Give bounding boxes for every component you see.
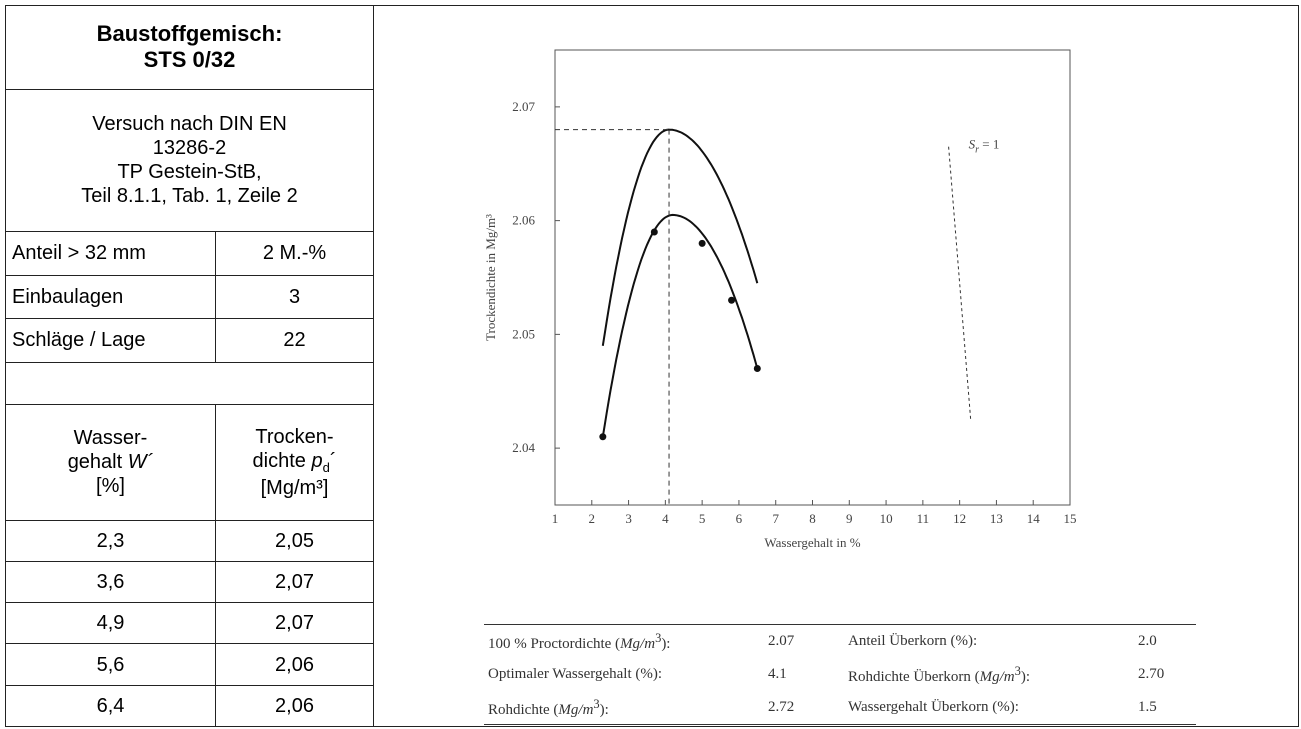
measured-curve bbox=[601, 213, 759, 437]
left-data-table: Baustoffgemisch: STS 0/32 Versuch nach D… bbox=[4, 5, 375, 728]
header-density-unit: [Mg/m³] bbox=[260, 476, 329, 499]
stat-label: Rohdichte (Mg/m3): bbox=[484, 691, 764, 725]
y-tick-label: 2.07 bbox=[512, 99, 535, 114]
proctor-summary-table: 100 % Proctordichte (Mg/m3): 2.07 Anteil… bbox=[484, 624, 1196, 725]
test-method-line4: Teil 8.1.1, Tab. 1, Zeile 2 bbox=[81, 185, 298, 208]
data-point bbox=[753, 365, 761, 372]
y-axis-label: Trockendichte in Mg/m³ bbox=[483, 214, 498, 341]
test-method: Versuch nach DIN EN 13286-2 TP Gestein-S… bbox=[4, 88, 375, 233]
x-tick-label: 8 bbox=[809, 511, 816, 526]
x-tick-label: 6 bbox=[736, 511, 743, 526]
x-tick-label: 4 bbox=[662, 511, 669, 526]
x-tick-label: 11 bbox=[917, 511, 930, 526]
header-water-line1: Wasser- bbox=[73, 427, 148, 450]
x-tick-label: 3 bbox=[625, 511, 632, 526]
data-point bbox=[728, 296, 736, 304]
cell-density: 2,07 bbox=[214, 560, 375, 604]
stat-value: 2.70 bbox=[1138, 666, 1165, 682]
x-axis-label: Wassergehalt in % bbox=[764, 535, 860, 550]
x-tick-label: 10 bbox=[880, 511, 893, 526]
stat-label: 100 % Proctordichte (Mg/m3): bbox=[484, 624, 764, 658]
cell-water: 3,6 bbox=[5, 560, 216, 604]
cell-water: 4,9 bbox=[5, 602, 216, 645]
x-tick-label: 2 bbox=[589, 511, 596, 526]
test-method-line1: Versuch nach DIN EN bbox=[92, 113, 287, 136]
stat-label: Anteil Überkorn (%): bbox=[844, 624, 1134, 658]
stat-label: Wassergehalt Überkorn (%): bbox=[844, 691, 1134, 725]
param-value: 22 bbox=[214, 318, 375, 363]
stat-value: 1.5 bbox=[1134, 691, 1196, 725]
x-tick-label: 14 bbox=[1027, 511, 1041, 526]
x-tick-label: 1 bbox=[552, 511, 559, 526]
header-density-subscript: d bbox=[322, 460, 330, 476]
header-water-symbol: W´ bbox=[127, 451, 154, 474]
material-title-line2: STS 0/32 bbox=[143, 47, 236, 73]
cell-water: 6,4 bbox=[5, 684, 216, 728]
x-tick-label: 9 bbox=[846, 511, 853, 526]
header-density-line2: dichte bbox=[252, 450, 312, 473]
test-method-line3: TP Gestein-StB, bbox=[117, 161, 262, 184]
y-tick-label: 2.05 bbox=[512, 326, 535, 341]
cell-water: 2,3 bbox=[5, 519, 216, 563]
header-density-prime: ´ bbox=[329, 450, 337, 473]
header-water-unit: [%] bbox=[96, 475, 125, 498]
saturation-label: Sr = 1 bbox=[969, 137, 1000, 156]
x-tick-label: 7 bbox=[772, 511, 779, 526]
x-tick-label: 13 bbox=[990, 511, 1003, 526]
data-point bbox=[698, 239, 706, 247]
test-method-line2: 13286-2 bbox=[152, 137, 227, 160]
table-spacer bbox=[4, 362, 375, 405]
cell-density: 2,06 bbox=[214, 684, 375, 728]
param-label: Einbaulagen bbox=[5, 274, 216, 320]
material-title-line1: Baustoffgemisch: bbox=[96, 20, 283, 46]
stat-value: 2.0 bbox=[1134, 624, 1196, 658]
x-tick-label: 15 bbox=[1064, 511, 1077, 526]
x-tick-label: 12 bbox=[953, 511, 966, 526]
plot-frame bbox=[554, 49, 1071, 506]
y-tick-label: 2.06 bbox=[512, 213, 535, 228]
saturation-label-subscript: r bbox=[975, 145, 979, 156]
cell-density: 2,06 bbox=[214, 643, 375, 686]
cell-water: 5,6 bbox=[5, 643, 216, 686]
cell-density: 2,07 bbox=[214, 602, 375, 645]
data-point bbox=[650, 228, 658, 236]
header-water-line2: gehalt bbox=[67, 451, 128, 474]
param-value: 3 bbox=[214, 274, 375, 320]
stat-value: 2.07 bbox=[764, 624, 844, 658]
data-point bbox=[599, 433, 607, 441]
stat-value: 2.72 bbox=[764, 691, 844, 725]
saturation-label-value: = 1 bbox=[979, 137, 999, 152]
param-value: 2 M.-% bbox=[214, 231, 375, 276]
x-tick-label: 5 bbox=[699, 511, 706, 526]
header-density-symbol: p bbox=[311, 450, 323, 473]
cell-density: 2,05 bbox=[214, 519, 375, 563]
stat-label: Rohdichte Überkorn (Mg/m3): bbox=[848, 663, 1031, 685]
stat-value: 4.1 bbox=[768, 666, 787, 682]
param-label: Schläge / Lage bbox=[5, 318, 216, 363]
header-dry-density: Trocken- dichte pd´ [Mg/m³] bbox=[214, 403, 375, 521]
y-tick-label: 2.04 bbox=[512, 440, 535, 455]
stat-label: Optimaler Wassergehalt (%): bbox=[488, 666, 663, 682]
header-density-line1: Trocken- bbox=[255, 426, 334, 449]
saturation-line bbox=[948, 146, 972, 420]
material-title: Baustoffgemisch: STS 0/32 bbox=[4, 5, 375, 90]
param-label: Anteil > 32 mm bbox=[5, 231, 216, 276]
upper-curve bbox=[601, 128, 759, 346]
proctor-chart: 1 2 3 4 5 6 7 8 9 10 11 12 13 14 152.042.052.062.07Was… bbox=[483, 49, 1077, 550]
header-water-content: Wasser- gehalt W´ [%] bbox=[5, 403, 216, 521]
